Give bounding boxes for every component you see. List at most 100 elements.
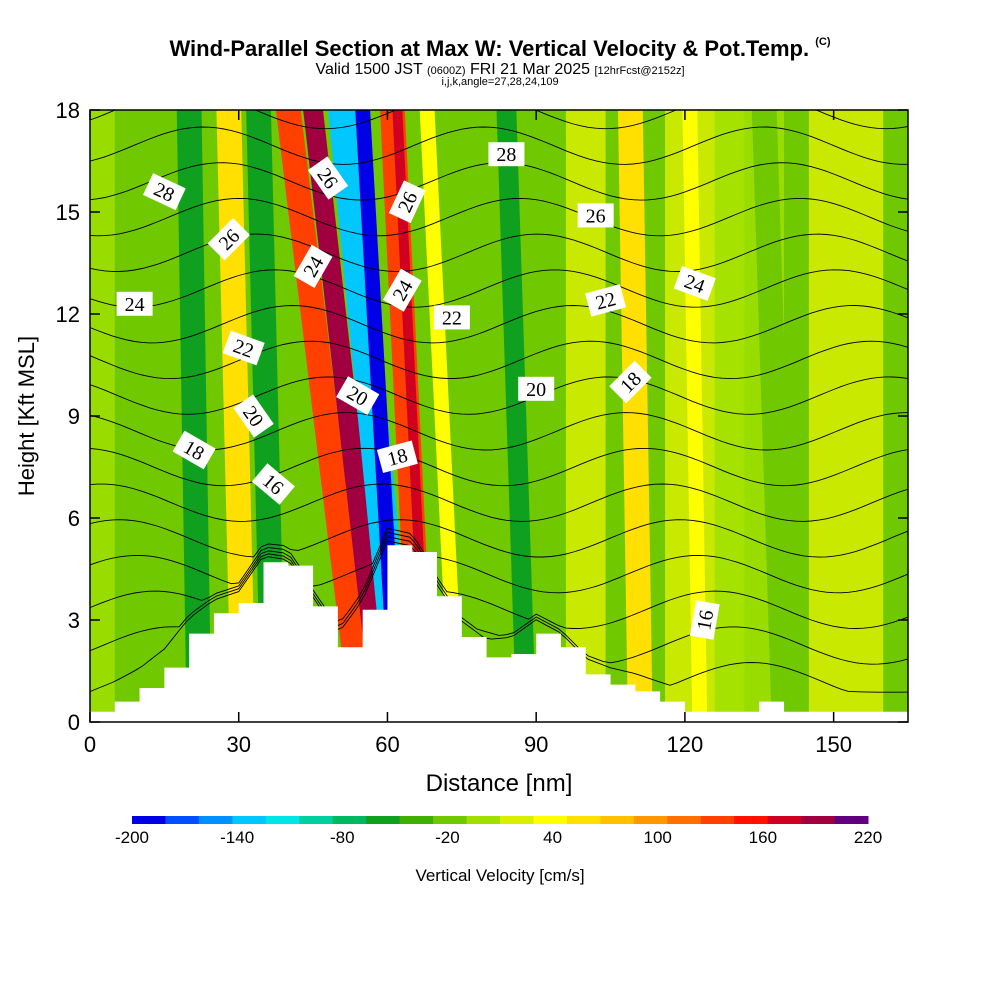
contour-label: 20 xyxy=(518,376,555,401)
velocity-band xyxy=(617,110,653,722)
colorbar-segment xyxy=(500,816,534,824)
contour-label-box xyxy=(142,173,186,211)
contour-label-box xyxy=(388,180,426,224)
contour-label-box xyxy=(116,291,153,316)
chart-title-text: Wind-Parallel Section at Max W: Vertical… xyxy=(169,36,810,61)
colorbar-segment xyxy=(734,816,769,824)
colorbar-segment xyxy=(600,816,635,824)
contour-label-box xyxy=(585,284,627,317)
theta-contour-line xyxy=(90,412,908,451)
colorbar-tick-label: -80 xyxy=(330,828,355,847)
contour-label: 24 xyxy=(382,268,422,312)
contour-label-text: 20 xyxy=(526,379,546,401)
contour-label: 24 xyxy=(116,291,153,316)
velocity-band xyxy=(682,110,708,722)
subtitle-valid: Valid 1500 JST xyxy=(315,61,423,78)
contour-label-box xyxy=(433,305,470,330)
theta-contour-line xyxy=(90,483,908,522)
colorbar-segment xyxy=(232,816,267,824)
theta-contour-line xyxy=(90,527,908,594)
theta-contour-line xyxy=(90,126,908,165)
contour-label: 24 xyxy=(673,265,716,301)
colorbar-segment xyxy=(366,816,401,824)
contour-label-box xyxy=(673,265,716,301)
contour-label: 28 xyxy=(488,142,525,167)
contour-label-text: 28 xyxy=(496,144,516,166)
x-tick-label: 150 xyxy=(815,732,852,757)
contour-label: 16 xyxy=(689,600,720,640)
subtitle-date: FRI 21 Mar 2025 xyxy=(469,61,591,78)
contour-label: 22 xyxy=(433,305,470,330)
theta-contour-line xyxy=(90,305,908,344)
contour-label-box xyxy=(689,600,720,640)
theta-contour-line xyxy=(90,531,908,629)
velocity-band xyxy=(176,110,212,722)
x-tick-label: 60 xyxy=(375,732,399,757)
colorbar-segment xyxy=(633,816,668,824)
subtitle-forecast: [12hrFcst@2152z] xyxy=(594,65,685,77)
y-tick-label: 15 xyxy=(56,200,80,225)
colorbar-segment xyxy=(299,816,334,824)
theta-contour-line xyxy=(90,340,908,380)
contour-label-text: 22 xyxy=(442,307,462,329)
colorbar-segment xyxy=(198,816,233,824)
theta-contour-line xyxy=(90,447,908,487)
colorbar-segment xyxy=(433,816,468,824)
contour-label: 22 xyxy=(585,284,627,317)
contour-label-box xyxy=(233,394,274,438)
contour-label-box xyxy=(307,156,349,200)
contour-label-box xyxy=(336,376,380,415)
contour-label-box xyxy=(251,463,295,505)
theta-contour-line xyxy=(90,197,908,237)
contour-label-box xyxy=(609,360,652,404)
colorbar-segment xyxy=(165,816,200,824)
contour-label: 18 xyxy=(376,440,418,474)
chart-grid-info: i,j,k,angle=27,28,24,109 xyxy=(441,76,559,88)
colorbar-tick-label: -200 xyxy=(115,828,149,847)
colorbar-tick-label: -20 xyxy=(435,828,460,847)
colorbar-segment xyxy=(801,816,836,824)
colorbar-segment xyxy=(834,816,869,824)
subtitle-zulu: (0600Z) xyxy=(426,65,466,77)
theta-contour-line xyxy=(90,540,908,693)
colorbar-segment xyxy=(332,816,367,824)
contour-label-box xyxy=(207,217,251,261)
theta-contour-line xyxy=(90,536,908,665)
contour-label-text: 16 xyxy=(693,608,718,632)
terrain-mask xyxy=(90,545,908,722)
chart-title-mark: (C) xyxy=(815,35,831,48)
colorbar-segment xyxy=(700,816,735,824)
colorbar-tick-label: 40 xyxy=(543,828,562,847)
colorbar-segment xyxy=(132,816,166,824)
chart-title: Wind-Parallel Section at Max W: Vertical… xyxy=(0,36,1000,62)
velocity-band xyxy=(216,110,257,722)
contour-label-box xyxy=(172,430,216,470)
velocity-band xyxy=(275,110,376,722)
x-axis-label: Distance [nm] xyxy=(426,770,573,797)
colorbar-tick-label: 100 xyxy=(644,828,672,847)
colorbar-label: Vertical Velocity [cm/s] xyxy=(415,866,584,885)
colorbar-tick-label: 220 xyxy=(854,828,882,847)
y-tick-label: 6 xyxy=(68,506,80,531)
contour-label-box xyxy=(577,203,614,228)
colorbar-tick-label: -140 xyxy=(220,828,254,847)
contour-label-text: 26 xyxy=(586,205,606,227)
theta-contour-line xyxy=(90,269,908,308)
colorbar-segment xyxy=(399,816,434,824)
colorbar-segment xyxy=(767,816,802,824)
x-tick-label: 0 xyxy=(84,732,96,757)
colorbar-segment xyxy=(466,816,501,824)
y-tick-label: 9 xyxy=(68,404,80,429)
y-tick-label: 18 xyxy=(56,98,80,123)
y-tick-label: 3 xyxy=(68,608,80,633)
contour-label-box xyxy=(518,376,555,401)
velocity-band xyxy=(751,110,797,722)
y-tick-label: 12 xyxy=(56,302,80,327)
contour-label-box xyxy=(222,330,265,366)
colorbar-tick-label: 160 xyxy=(749,828,777,847)
colorbar-segment xyxy=(667,816,702,824)
field-region xyxy=(808,110,884,722)
x-tick-label: 120 xyxy=(667,732,704,757)
contour-label-box xyxy=(488,142,525,167)
contour-label: 26 xyxy=(577,203,614,228)
